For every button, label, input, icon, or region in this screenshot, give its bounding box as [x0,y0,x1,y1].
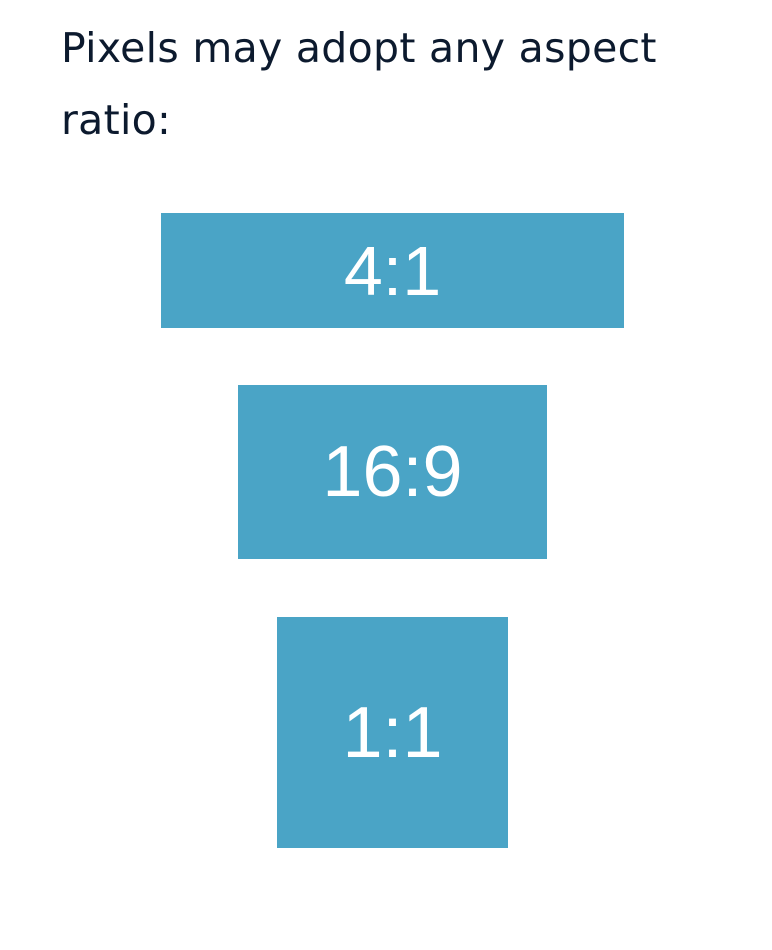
ratio-label-4-1: 4:1 [343,231,442,310]
ratio-label-16-9: 16:9 [322,432,463,512]
ratio-box-1-1: 1:1 [277,617,508,848]
intro-text: Pixels may adopt any aspect ratio: [61,24,657,144]
ratio-box-4-1: 4:1 [161,213,624,328]
ratio-label-1-1: 1:1 [342,692,443,773]
ratio-box-16-9: 16:9 [238,385,547,559]
